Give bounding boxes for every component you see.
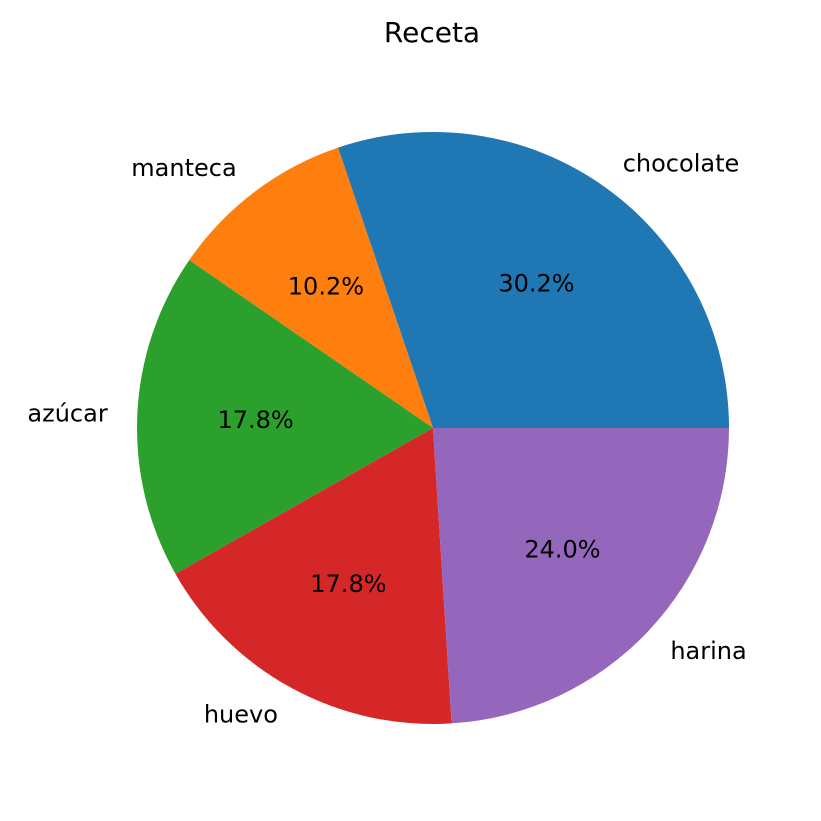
slice-label: azúcar [27,400,107,428]
pie-slice-chocolate [338,132,729,428]
pie-slice-azucar [137,260,433,574]
slice-percentage-label: 30.2% [498,270,574,298]
slice-label: chocolate [623,149,740,177]
slice-percentage-label: 10.2% [288,272,364,300]
chart-title: Receta [384,16,480,49]
pie-slices [137,132,729,724]
pie-slice-harina [433,428,729,724]
pie-slice-huevo [175,428,452,724]
pie-slice-manteca [189,147,433,428]
slice-percentage-label: 24.0% [524,536,600,564]
pie-labels: chocolate 30.2% manteca 10.2% azúcar 17.8% hue… [27,149,746,728]
slice-percentage-label: 17.8% [310,570,386,598]
slice-label: manteca [131,154,236,182]
slice-percentage-label: 17.8% [217,406,293,434]
slice-label: huevo [204,700,278,728]
slice-label: harina [670,637,746,665]
